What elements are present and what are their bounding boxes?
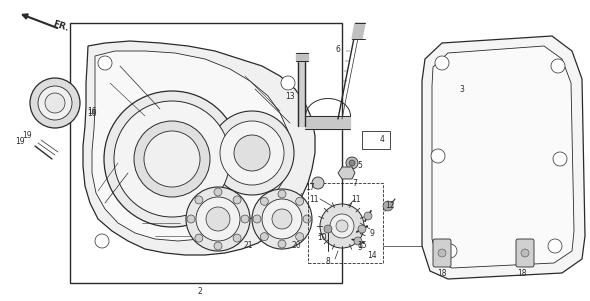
Circle shape [354, 237, 362, 245]
Circle shape [253, 215, 261, 223]
Text: 16: 16 [87, 107, 97, 116]
Circle shape [186, 187, 250, 251]
Bar [70, 23, 342, 283]
Circle shape [521, 249, 529, 257]
Circle shape [303, 215, 311, 223]
Circle shape [144, 131, 200, 187]
Text: 5: 5 [358, 162, 362, 170]
Text: 9: 9 [369, 228, 375, 237]
Circle shape [296, 197, 304, 205]
FancyBboxPatch shape [433, 239, 451, 267]
Text: 9: 9 [358, 244, 362, 253]
Circle shape [346, 157, 358, 169]
Text: 12: 12 [385, 200, 395, 209]
Circle shape [324, 225, 332, 233]
Circle shape [312, 177, 324, 189]
Text: 11: 11 [351, 196, 360, 204]
Polygon shape [92, 51, 290, 241]
Circle shape [195, 196, 203, 204]
Circle shape [358, 225, 366, 233]
Circle shape [233, 196, 241, 204]
Circle shape [281, 76, 295, 90]
Text: 10: 10 [317, 234, 327, 243]
Text: 16: 16 [87, 108, 97, 117]
Text: 3: 3 [460, 85, 464, 94]
Text: 15: 15 [357, 240, 367, 250]
Circle shape [364, 212, 372, 220]
Bar [308, 183, 383, 263]
Text: 21: 21 [243, 241, 253, 250]
Polygon shape [338, 167, 355, 179]
Circle shape [443, 244, 457, 258]
Circle shape [134, 121, 210, 197]
Circle shape [278, 190, 286, 198]
Polygon shape [298, 59, 305, 126]
Circle shape [195, 234, 203, 242]
Circle shape [296, 233, 304, 241]
Circle shape [220, 121, 284, 185]
Circle shape [438, 249, 446, 257]
Polygon shape [432, 46, 574, 268]
Text: 2: 2 [198, 287, 202, 296]
Circle shape [320, 204, 364, 248]
Circle shape [104, 91, 240, 227]
FancyBboxPatch shape [516, 239, 534, 267]
Circle shape [330, 214, 354, 238]
Polygon shape [422, 36, 585, 279]
Text: 4: 4 [379, 135, 385, 144]
Text: 19: 19 [22, 131, 32, 140]
Circle shape [114, 101, 230, 217]
Text: 19: 19 [15, 136, 25, 145]
Circle shape [551, 59, 565, 73]
Circle shape [548, 239, 562, 253]
Circle shape [45, 93, 65, 113]
Text: 8: 8 [326, 256, 330, 265]
Polygon shape [352, 23, 365, 39]
Text: 20: 20 [291, 241, 301, 250]
Bar [362, 131, 390, 149]
Circle shape [210, 111, 294, 195]
Circle shape [349, 160, 355, 166]
Circle shape [98, 56, 112, 70]
Text: 17: 17 [305, 182, 315, 191]
Circle shape [233, 234, 241, 242]
Circle shape [260, 233, 268, 241]
Text: 7: 7 [353, 178, 358, 188]
Circle shape [252, 189, 312, 249]
Text: 13: 13 [285, 92, 295, 101]
Circle shape [336, 220, 348, 232]
Circle shape [272, 209, 292, 229]
Circle shape [214, 242, 222, 250]
Circle shape [260, 197, 268, 205]
Circle shape [435, 56, 449, 70]
Circle shape [196, 197, 240, 241]
Circle shape [431, 149, 445, 163]
Text: 11: 11 [309, 196, 319, 204]
Circle shape [95, 234, 109, 248]
Circle shape [38, 86, 72, 120]
Text: 6: 6 [336, 45, 340, 54]
Text: 14: 14 [367, 250, 377, 259]
Circle shape [262, 199, 302, 239]
Circle shape [281, 234, 295, 248]
Text: 18: 18 [517, 268, 527, 278]
Circle shape [553, 152, 567, 166]
Polygon shape [83, 41, 315, 255]
Polygon shape [305, 116, 350, 129]
Circle shape [187, 215, 195, 223]
Circle shape [241, 215, 249, 223]
Text: FR.: FR. [52, 19, 70, 33]
Circle shape [234, 135, 270, 171]
Text: 18: 18 [437, 268, 447, 278]
Polygon shape [296, 53, 308, 61]
Circle shape [214, 188, 222, 196]
Circle shape [206, 207, 230, 231]
Circle shape [30, 78, 80, 128]
Circle shape [383, 201, 393, 211]
Circle shape [278, 240, 286, 248]
